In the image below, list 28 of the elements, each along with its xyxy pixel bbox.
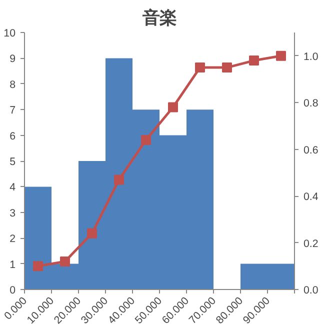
point (114, 174, 124, 185)
y-tick-label: 5 (10, 156, 16, 168)
y-tick-label: 4 (10, 182, 16, 194)
y-tick-label: 9 (10, 53, 16, 66)
y-tick-label: 2 (10, 233, 16, 246)
y-tick-label: 0 (10, 284, 16, 296)
y2-tick-label: 0.6 (304, 144, 318, 156)
point (33, 261, 43, 272)
y-tick-label: 7 (10, 104, 16, 117)
point (168, 102, 178, 112)
point (141, 134, 151, 145)
y-tick-label: 8 (10, 78, 16, 91)
y-tick-label: 3 (10, 207, 16, 220)
y2-tick-label: 1.0 (304, 50, 318, 63)
y2-tick-label: 0.2 (304, 238, 318, 250)
point (276, 50, 286, 61)
y-tick-label: 1 (10, 258, 16, 271)
point (222, 62, 232, 73)
y2-tick-label: 0.4 (304, 191, 318, 204)
point (60, 256, 70, 266)
y-tick-label: 6 (10, 130, 16, 142)
y2-tick-label: 0.0 (304, 284, 318, 296)
point (87, 228, 97, 238)
point (195, 62, 205, 73)
chart-title: 音楽 (142, 8, 176, 28)
y-tick-label: 10 (4, 28, 16, 40)
point (249, 56, 259, 66)
y2-tick-label: 0.8 (304, 98, 318, 110)
